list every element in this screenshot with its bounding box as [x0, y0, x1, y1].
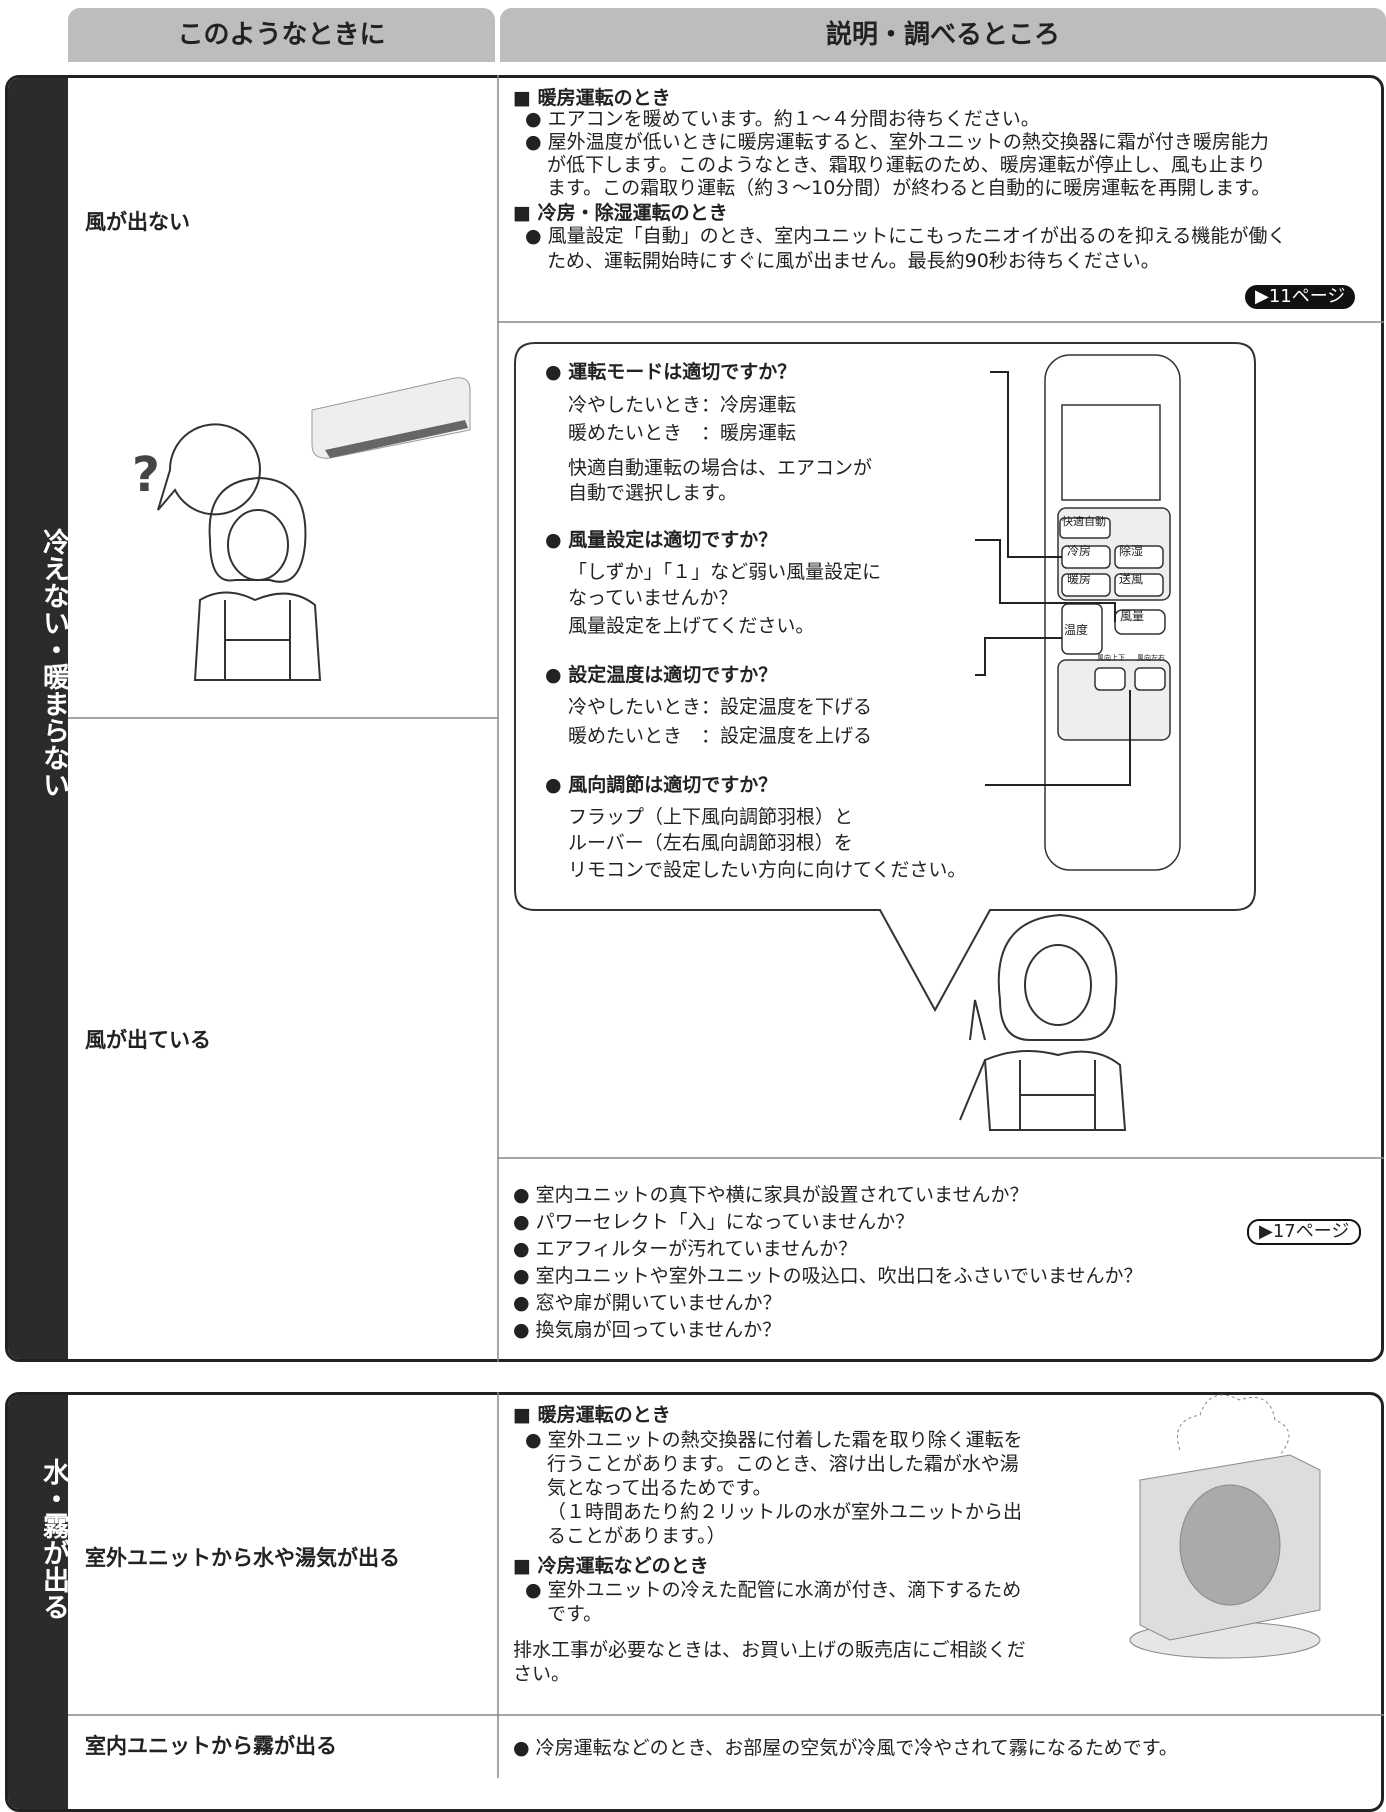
remote-button-label: 風向左右	[1137, 654, 1165, 662]
check-line: ルーバー（左右風向調節羽根）を	[568, 832, 853, 854]
heading: ■ 冷房・除湿運転のとき	[513, 202, 728, 224]
header-cell	[68, 8, 495, 62]
text-line: ● 風量設定「自動」のとき、室内ユニットにこもったニオイが出るのを抑える機能が働…	[525, 225, 1287, 247]
question-mark: ?	[132, 447, 160, 503]
symptom: 風が出ない	[85, 210, 190, 234]
check-line: 暖めたいとき ：暖房運転	[568, 422, 797, 444]
bullet: ● 換気扇が回っていませんか？	[513, 1319, 782, 1341]
text-line: ● 室外ユニットの熱交換器に付着した霜を取り除く運転を	[525, 1429, 1023, 1451]
text-line: さい。	[513, 1663, 571, 1685]
bullet: ● エアフィルターが汚れていませんか？	[513, 1238, 858, 1260]
section-band	[8, 78, 68, 1359]
text-line: 排水工事が必要なときは、お買い上げの販売店にご相談くだ	[513, 1639, 1026, 1661]
text-line: 気となって出るためです。	[547, 1477, 772, 1499]
header-cell	[500, 8, 1386, 62]
symptom: 室外ユニットから水や湯気が出る	[85, 1546, 400, 1570]
remote-button-label: 暖房	[1067, 572, 1092, 586]
section-frame	[5, 75, 1384, 1362]
bullet: ● 室内ユニットや室外ユニットの吸込口、吹出口をふさいでいませんか？	[513, 1265, 1143, 1287]
page-ref: ▶11ページ	[1245, 285, 1356, 309]
check-line: リモコンで設定したい方向に向けてください。	[568, 859, 967, 881]
heading: ■ 暖房運転のとき	[513, 87, 671, 109]
symptom: 室内ユニットから霧が出る	[85, 1734, 337, 1758]
text-line: ます。この霜取り運転（約３～10分間）が終わると自動的に暖房運転を再開します。	[547, 177, 1271, 199]
check-line: 風量設定を上げてください。	[568, 615, 815, 637]
remote-button-label: 風向上下	[1097, 654, 1125, 662]
bullet: ● パワーセレクト「入」になっていませんか？	[513, 1211, 915, 1233]
check-line: なっていませんか？	[568, 587, 738, 609]
symptom: 風が出ている	[85, 1028, 211, 1052]
text-line: が低下します。このようなとき、霜取り運転のため、暖房運転が停止し、風も止まり	[547, 154, 1266, 176]
text-line: です。	[547, 1603, 603, 1625]
text-line: ■ 暖房運転のとき	[513, 1404, 671, 1426]
text-line: ● 屋外温度が低いときに暖房運転すると、室外ユニットの熱交換器に霜が付き暖房能力	[525, 131, 1269, 153]
check-question: ● 風量設定は適切ですか？	[545, 529, 778, 551]
text-line: ● 室外ユニットの冷えた配管に水滴が付き、滴下するため	[525, 1579, 1022, 1601]
section-band	[8, 1395, 68, 1809]
text-line: ● エアコンを暖めています。約１～４分間お待ちください。	[525, 108, 1040, 130]
check-line: 冷やしたいとき：設定温度を下げる	[568, 696, 873, 718]
check-question: ● 設定温度は適切ですか？	[545, 664, 778, 686]
bullet: ● 窓や扉が開いていませんか？	[513, 1292, 782, 1314]
text-line: （１時間あたり約２リットルの水が室外ユニットから出	[547, 1501, 1023, 1523]
section-label: 水・霧が出る	[38, 1458, 69, 1620]
remote-button-label: 送風	[1119, 572, 1144, 586]
check-line: 暖めたいとき ：設定温度を上げる	[568, 725, 873, 747]
header-text: このようなときに	[177, 20, 386, 50]
page-ref: ▶17ページ	[1247, 1219, 1362, 1245]
text-line: ● 冷房運転などのとき、お部屋の空気が冷風で冷やされて霧になるためです。	[513, 1737, 1178, 1759]
check-question: ● 風向調節は適切ですか？	[545, 774, 778, 796]
check-line: 快適自動運転の場合は、エアコンが	[568, 457, 873, 479]
text-line: ■ 冷房運転などのとき	[513, 1555, 709, 1577]
check-question: ● 運転モードは適切ですか？	[545, 361, 797, 383]
header-text: 説明・調べるところ	[825, 20, 1060, 50]
remote-button-label: 除湿	[1119, 544, 1144, 558]
text-line: ることがあります。）	[547, 1525, 726, 1547]
check-line: フラップ（上下風向調節羽根）と	[568, 806, 854, 828]
remote-button-label: 風量	[1120, 609, 1145, 623]
bullet: ● 室内ユニットの真下や横に家具が設置されていませんか？	[513, 1184, 1029, 1206]
remote-button-label: 温度	[1064, 623, 1089, 637]
remote-button-label: 快適自動	[1062, 515, 1106, 528]
remote-button-label: 冷房	[1067, 544, 1092, 558]
check-line: 「しずか」「１」など弱い風量設定に	[568, 561, 882, 583]
section-label: 冷えない・暖まらない	[38, 528, 69, 798]
check-line: 冷やしたいとき：冷房運転	[568, 394, 797, 416]
check-line: 自動で選択します。	[568, 482, 738, 504]
text-line: 行うことがあります。このとき、溶け出した霜が水や湯	[547, 1453, 1019, 1475]
text-line: ため、運転開始時にすぐに風が出ません。最長約90秒お待ちください。	[547, 250, 1160, 272]
